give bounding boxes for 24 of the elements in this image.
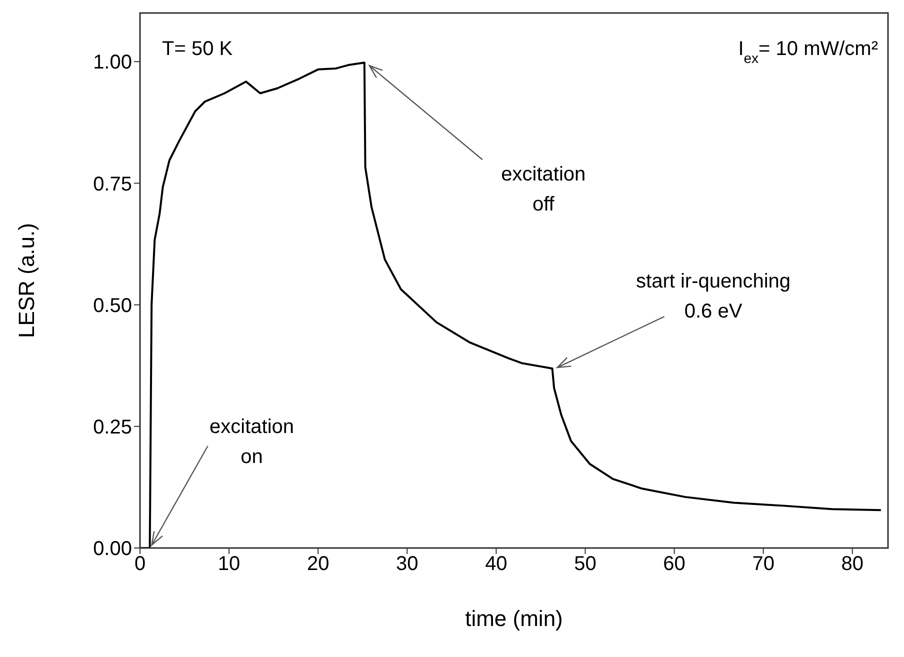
x-tick-label: 0 — [134, 553, 146, 576]
note-arrow: excitation on — [150, 416, 294, 547]
note-arrow: excitation off — [368, 64, 586, 216]
y-axis-title: LESR (a.u.) — [14, 223, 39, 338]
annotation: excitation on — [210, 416, 294, 468]
y-tick-label: 0.50 — [93, 294, 132, 317]
x-tick-label: 70 — [752, 553, 774, 576]
annotation: T= 50 K — [162, 38, 234, 60]
x-axis-title: time (min) — [465, 606, 563, 631]
x-tick-label: 80 — [841, 553, 864, 576]
y-tick-label: 1.00 — [93, 52, 132, 74]
x-tick-label: 50 — [574, 553, 596, 576]
x-tick-label: 60 — [663, 553, 686, 576]
x-tick-label: 10 — [218, 553, 240, 576]
annotation: start ir-quenching 0.6 eV — [636, 270, 791, 323]
y-tick-label: 0.25 — [93, 416, 132, 439]
y-tick-label: 0.00 — [93, 538, 132, 560]
note-arrow: start ir-quenching 0.6 eV — [556, 270, 791, 368]
x-tick-label: 30 — [396, 553, 418, 576]
x-tick-label: 20 — [306, 553, 330, 576]
annotation: I$_{ex}$= 10 mW/cm² — [738, 38, 878, 66]
y-tick-label: 0.75 — [93, 173, 132, 196]
annotation: excitation off — [501, 164, 586, 216]
x-tick-label: 40 — [485, 553, 508, 576]
